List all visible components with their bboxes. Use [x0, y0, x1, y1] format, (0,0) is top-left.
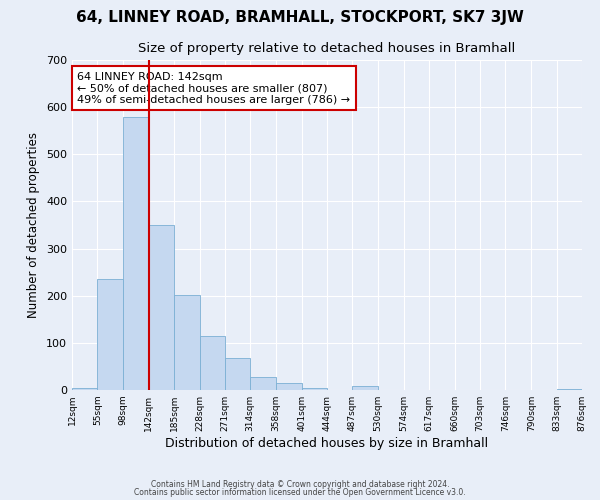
Bar — [352, 386, 378, 390]
Bar — [276, 384, 302, 390]
Title: Size of property relative to detached houses in Bramhall: Size of property relative to detached ho… — [139, 42, 515, 54]
Y-axis label: Number of detached properties: Number of detached properties — [28, 132, 40, 318]
Bar — [123, 116, 149, 390]
Bar — [174, 295, 199, 390]
Text: 64 LINNEY ROAD: 142sqm
← 50% of detached houses are smaller (807)
49% of semi-de: 64 LINNEY ROAD: 142sqm ← 50% of detached… — [77, 72, 350, 105]
Text: Contains public sector information licensed under the Open Government Licence v3: Contains public sector information licen… — [134, 488, 466, 497]
Bar — [225, 358, 250, 390]
Bar — [302, 388, 327, 390]
X-axis label: Distribution of detached houses by size in Bramhall: Distribution of detached houses by size … — [166, 437, 488, 450]
Bar — [557, 388, 582, 390]
Text: Contains HM Land Registry data © Crown copyright and database right 2024.: Contains HM Land Registry data © Crown c… — [151, 480, 449, 489]
Bar — [72, 388, 97, 390]
Bar — [149, 225, 174, 390]
Bar — [97, 279, 123, 390]
Bar — [250, 378, 276, 390]
Bar — [199, 336, 225, 390]
Text: 64, LINNEY ROAD, BRAMHALL, STOCKPORT, SK7 3JW: 64, LINNEY ROAD, BRAMHALL, STOCKPORT, SK… — [76, 10, 524, 25]
